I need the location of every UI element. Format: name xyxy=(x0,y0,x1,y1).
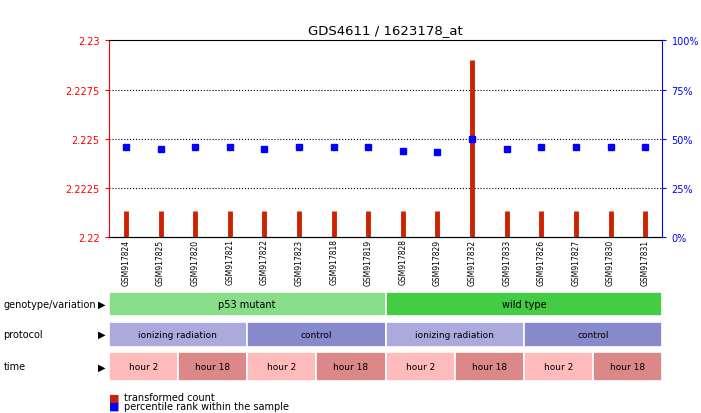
Text: p53 mutant: p53 mutant xyxy=(218,299,276,309)
Bar xyxy=(316,352,386,381)
Text: percentile rank within the sample: percentile rank within the sample xyxy=(124,401,289,411)
Text: wild type: wild type xyxy=(502,299,546,309)
Text: ionizing radiation: ionizing radiation xyxy=(138,330,217,339)
Bar xyxy=(386,292,662,316)
Bar xyxy=(524,322,662,347)
Text: hour 18: hour 18 xyxy=(195,362,230,371)
Text: hour 2: hour 2 xyxy=(406,362,435,371)
Bar xyxy=(524,352,593,381)
Text: hour 2: hour 2 xyxy=(544,362,573,371)
Text: ionizing radiation: ionizing radiation xyxy=(415,330,494,339)
Text: transformed count: transformed count xyxy=(124,392,215,402)
Bar xyxy=(109,322,247,347)
Text: hour 2: hour 2 xyxy=(129,362,158,371)
Text: ▶: ▶ xyxy=(97,299,105,309)
Text: protocol: protocol xyxy=(4,329,43,339)
Text: hour 18: hour 18 xyxy=(611,362,646,371)
Text: hour 18: hour 18 xyxy=(472,362,507,371)
Text: hour 2: hour 2 xyxy=(267,362,297,371)
Text: ■: ■ xyxy=(109,401,119,411)
Text: ▶: ▶ xyxy=(97,361,105,372)
Bar xyxy=(386,352,455,381)
Bar xyxy=(455,352,524,381)
Text: control: control xyxy=(301,330,332,339)
Text: genotype/variation: genotype/variation xyxy=(4,299,96,309)
Bar xyxy=(247,352,316,381)
Bar xyxy=(386,322,524,347)
Bar xyxy=(109,352,178,381)
Bar xyxy=(178,352,247,381)
Bar xyxy=(247,322,386,347)
Text: control: control xyxy=(578,330,609,339)
Text: ▶: ▶ xyxy=(97,329,105,339)
Text: time: time xyxy=(4,361,26,372)
Text: hour 18: hour 18 xyxy=(334,362,369,371)
Title: GDS4611 / 1623178_at: GDS4611 / 1623178_at xyxy=(308,24,463,37)
Bar xyxy=(593,352,662,381)
Text: ■: ■ xyxy=(109,392,119,402)
Bar xyxy=(109,292,386,316)
